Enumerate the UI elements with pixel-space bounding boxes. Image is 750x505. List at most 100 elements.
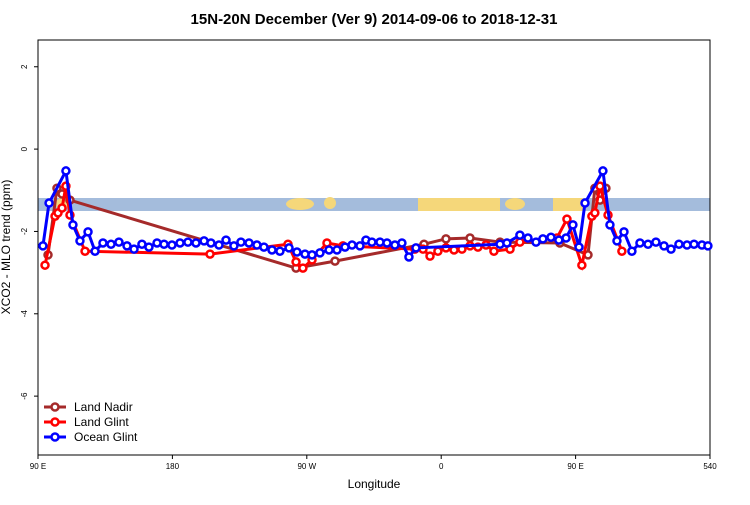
data-point — [57, 203, 67, 213]
data-point — [612, 236, 622, 246]
data-point — [666, 244, 676, 254]
legend-label: Land Glint — [74, 415, 129, 429]
data-point — [538, 234, 548, 244]
data-point — [562, 214, 572, 224]
data-point — [40, 260, 50, 270]
data-point — [298, 263, 308, 273]
data-point — [324, 245, 334, 255]
series — [43, 183, 611, 273]
data-point — [561, 233, 571, 243]
data-point — [441, 234, 451, 244]
legend-label: Land Nadir — [74, 400, 133, 414]
data-point — [284, 243, 294, 253]
data-point — [106, 239, 116, 249]
data-point — [307, 250, 317, 260]
data-point — [244, 238, 254, 248]
legend-label: Ocean Glint — [74, 430, 138, 444]
data-point — [332, 245, 342, 255]
data-point — [68, 220, 78, 230]
data-point — [411, 243, 421, 253]
data-point — [129, 244, 139, 254]
data-point — [315, 248, 325, 258]
data-point — [635, 238, 645, 248]
data-point — [404, 252, 414, 262]
data-point — [643, 239, 653, 249]
data-point — [382, 238, 392, 248]
data-point — [355, 241, 365, 251]
data-point — [465, 233, 475, 243]
data-point — [90, 246, 100, 256]
data-point — [619, 227, 629, 237]
data-point — [347, 240, 357, 250]
data-point — [206, 238, 216, 248]
data-point — [275, 246, 285, 256]
data-point — [523, 233, 533, 243]
data-point — [627, 246, 637, 256]
data-point — [75, 236, 85, 246]
data-point — [236, 237, 246, 247]
x-tick-label: 0 — [439, 462, 444, 471]
data-point — [122, 241, 132, 251]
data-point — [577, 260, 587, 270]
data-point — [574, 242, 584, 252]
data-point — [267, 245, 277, 255]
x-tick-label: 540 — [703, 462, 717, 471]
y-axis-label: XCO2 - MLO trend (ppm) — [0, 180, 13, 315]
data-point — [568, 220, 578, 230]
data-point — [425, 251, 435, 261]
data-point — [44, 198, 54, 208]
series — [38, 166, 713, 262]
data-point — [605, 220, 615, 230]
x-axis-label: Longitude — [348, 477, 401, 491]
data-point — [659, 241, 669, 251]
data-point — [367, 237, 377, 247]
data-point — [259, 242, 269, 252]
data-point — [159, 239, 169, 249]
data-point — [38, 241, 48, 251]
x-tick-label: 90 E — [30, 462, 46, 471]
data-point — [175, 238, 185, 248]
data-point — [689, 239, 699, 249]
legend-marker — [50, 417, 60, 427]
data-point — [183, 237, 193, 247]
y-tick-label: 2 — [20, 64, 29, 69]
data-point — [617, 246, 627, 256]
data-point — [114, 237, 124, 247]
data-point — [83, 227, 93, 237]
data-point — [330, 256, 340, 266]
chart-title: 15N-20N December (Ver 9) 2014-09-06 to 2… — [191, 11, 558, 28]
data-point — [98, 238, 108, 248]
data-point — [433, 246, 443, 256]
legend-marker — [50, 402, 60, 412]
data-point — [546, 232, 556, 242]
data-point — [674, 239, 684, 249]
data-point — [292, 247, 302, 257]
data-point — [205, 249, 215, 259]
data-point — [590, 208, 600, 218]
data-point — [291, 257, 301, 267]
y-tick-label: -6 — [20, 392, 29, 400]
y-tick-label: -2 — [20, 227, 29, 235]
x-tick-label: 90 W — [297, 462, 316, 471]
data-point — [61, 166, 71, 176]
data-point — [580, 198, 590, 208]
data-point — [229, 241, 239, 251]
data-point — [80, 246, 90, 256]
data-point — [651, 237, 661, 247]
data-point — [502, 238, 512, 248]
y-tick-label: 0 — [20, 146, 29, 151]
x-tick-label: 90 E — [567, 462, 583, 471]
data-point — [397, 238, 407, 248]
y-tick-label: -4 — [20, 310, 29, 318]
data-point — [167, 240, 177, 250]
data-point — [703, 241, 713, 251]
data-point — [191, 238, 201, 248]
data-point — [515, 230, 525, 240]
x-tick-label: 180 — [166, 462, 180, 471]
data-point — [489, 246, 499, 256]
data-point — [598, 166, 608, 176]
data-point — [214, 240, 224, 250]
legend-marker — [50, 432, 60, 442]
data-point — [221, 235, 231, 245]
